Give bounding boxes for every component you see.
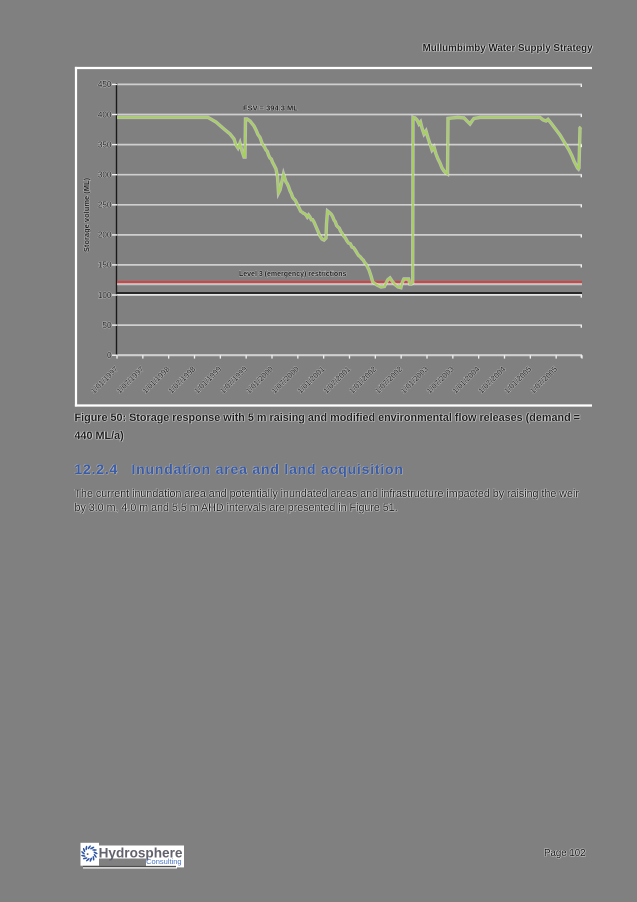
svg-text:400: 400	[98, 110, 112, 119]
svg-text:100: 100	[98, 291, 112, 300]
svg-text:150: 150	[98, 261, 112, 270]
svg-text:250: 250	[98, 201, 112, 210]
svg-text:1/07/2005: 1/07/2005	[528, 364, 559, 395]
svg-text:Hydrosphere: Hydrosphere	[99, 846, 183, 861]
svg-text:Consulting: Consulting	[146, 857, 181, 866]
svg-text:200: 200	[98, 231, 112, 240]
svg-text:Level 3 (emergency) restrictio: Level 3 (emergency) restrictions	[239, 271, 346, 278]
svg-text:FSV = 394.3 ML: FSV = 394.3 ML	[243, 104, 298, 113]
svg-text:0: 0	[107, 351, 112, 360]
svg-text:50: 50	[102, 321, 112, 330]
svg-text:450: 450	[98, 80, 112, 89]
svg-text:Storage volume (ML): Storage volume (ML)	[82, 177, 91, 252]
svg-text:300: 300	[98, 171, 112, 180]
svg-text:350: 350	[98, 140, 112, 149]
